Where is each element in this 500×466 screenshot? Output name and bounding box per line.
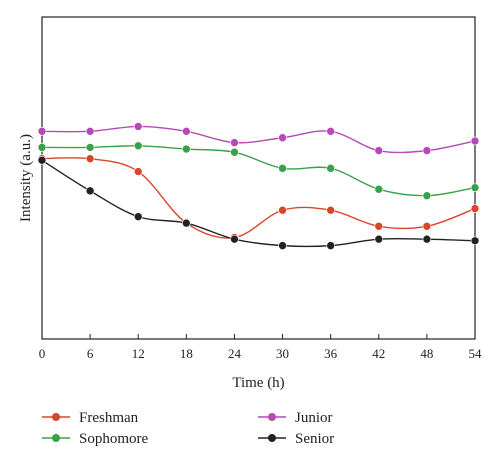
junior-point <box>133 122 143 131</box>
junior-point <box>278 133 287 143</box>
sophomore-point <box>182 144 191 154</box>
sophomore-point <box>374 184 384 194</box>
legend-label-junior: Junior <box>295 410 333 426</box>
legend-label-senior: Senior <box>295 431 334 447</box>
plot-frame <box>41 16 476 340</box>
x-tick-label: 54 <box>469 346 483 361</box>
x-tick-label: 12 <box>132 346 145 361</box>
freshman-point <box>278 205 287 215</box>
junior-point <box>422 146 432 155</box>
senior-point <box>85 186 95 196</box>
junior-point <box>374 146 384 155</box>
sophomore-point <box>133 141 143 151</box>
junior-point <box>230 138 239 147</box>
senior-point <box>182 218 191 228</box>
x-tick-label: 48 <box>420 346 433 361</box>
x-tick-label: 30 <box>276 346 289 361</box>
sophomore-point <box>326 164 335 173</box>
legend-swatch-marker <box>52 434 60 442</box>
senior-point <box>133 212 143 221</box>
legend-swatch-marker <box>268 413 276 421</box>
legend-swatch-marker <box>52 413 60 421</box>
freshman-point <box>85 154 95 163</box>
senior-point <box>278 241 287 250</box>
sophomore-point <box>37 143 47 152</box>
x-tick-label: 36 <box>324 346 338 361</box>
legend-label-sophomore: Sophomore <box>79 431 149 447</box>
junior-point <box>182 127 191 136</box>
freshman-point <box>470 204 480 213</box>
junior-point <box>470 136 480 146</box>
freshman-line <box>41 157 476 239</box>
junior-point <box>326 127 335 136</box>
sophomore-point <box>85 143 95 152</box>
sophomore-point <box>422 191 432 201</box>
x-tick-label: 42 <box>372 346 385 361</box>
sophomore-point <box>278 164 287 173</box>
legend-label-freshman: Freshman <box>79 410 139 426</box>
freshman-point <box>133 167 143 176</box>
senior-point <box>470 236 480 246</box>
x-tick-label: 0 <box>39 346 46 361</box>
series-freshman <box>37 154 480 242</box>
senior-point <box>37 155 47 165</box>
legend-item-junior: Junior <box>258 410 333 426</box>
senior-point <box>422 234 432 244</box>
series-senior <box>37 155 480 250</box>
junior-line <box>41 125 476 154</box>
senior-point <box>326 241 335 250</box>
legend-item-senior: Senior <box>258 431 334 447</box>
legend-item-sophomore: Sophomore <box>42 431 149 447</box>
sophomore-line <box>41 145 476 197</box>
senior-point <box>374 234 384 244</box>
freshman-point <box>374 222 384 231</box>
x-tick-label: 18 <box>180 346 193 361</box>
junior-point <box>37 127 47 136</box>
senior-point <box>230 234 239 244</box>
junior-point <box>85 127 95 136</box>
series-sophomore <box>37 141 480 201</box>
legend-swatch-marker <box>268 434 276 442</box>
x-axis-label: Time (h) <box>232 375 284 391</box>
senior-line <box>41 159 476 248</box>
series-junior <box>37 122 480 155</box>
x-tick-label: 24 <box>228 346 242 361</box>
y-axis-label: Intensity (a.u.) <box>18 134 34 222</box>
x-axis-ticks: 0 6 12 18 24 30 36 42 48 54 <box>39 334 482 361</box>
x-tick-label: 6 <box>87 346 94 361</box>
legend-item-freshman: Freshman <box>42 410 139 426</box>
freshman-point <box>422 222 432 231</box>
sophomore-point <box>470 183 480 192</box>
series-layer <box>37 122 480 250</box>
sophomore-point <box>230 147 239 157</box>
freshman-point <box>326 205 335 215</box>
legend: Freshman Sophomore Junior Senior <box>42 410 334 447</box>
